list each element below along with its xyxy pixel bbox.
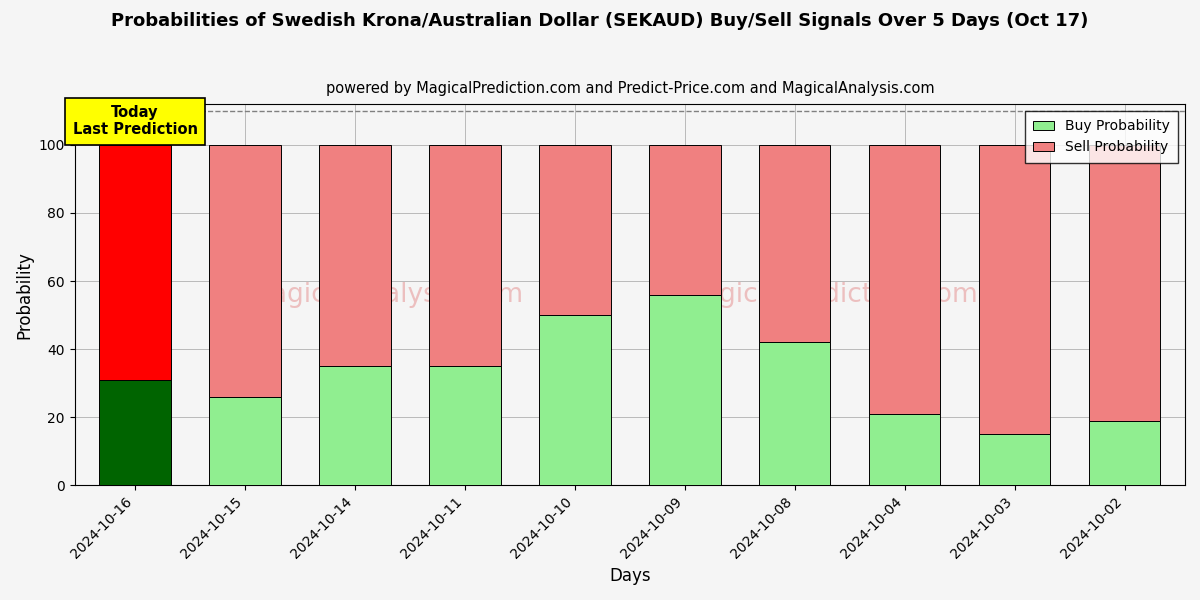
X-axis label: Days: Days [610,567,650,585]
Bar [649,145,720,295]
Bar [760,342,830,485]
Bar [1088,421,1160,485]
Bar [760,145,830,342]
Bar [869,414,941,485]
Text: Today
Last Prediction: Today Last Prediction [73,105,198,137]
Bar [539,145,611,315]
Text: MagicalPrediction.com: MagicalPrediction.com [680,281,978,308]
Bar [319,366,391,485]
Y-axis label: Probability: Probability [16,251,34,338]
Bar [979,434,1050,485]
Bar [430,145,500,366]
Bar [319,145,391,366]
Bar [100,145,170,380]
Title: powered by MagicalPrediction.com and Predict-Price.com and MagicalAnalysis.com: powered by MagicalPrediction.com and Pre… [325,81,934,96]
Legend: Buy Probability, Sell Probability: Buy Probability, Sell Probability [1025,111,1178,163]
Bar [209,145,281,397]
Bar [209,397,281,485]
Text: MagicalAnalysis.com: MagicalAnalysis.com [248,281,523,308]
Bar [649,295,720,485]
Bar [979,145,1050,434]
Text: Probabilities of Swedish Krona/Australian Dollar (SEKAUD) Buy/Sell Signals Over : Probabilities of Swedish Krona/Australia… [112,12,1088,30]
Bar [539,315,611,485]
Bar [430,366,500,485]
Bar [869,145,941,414]
Bar [100,380,170,485]
Bar [1088,145,1160,421]
